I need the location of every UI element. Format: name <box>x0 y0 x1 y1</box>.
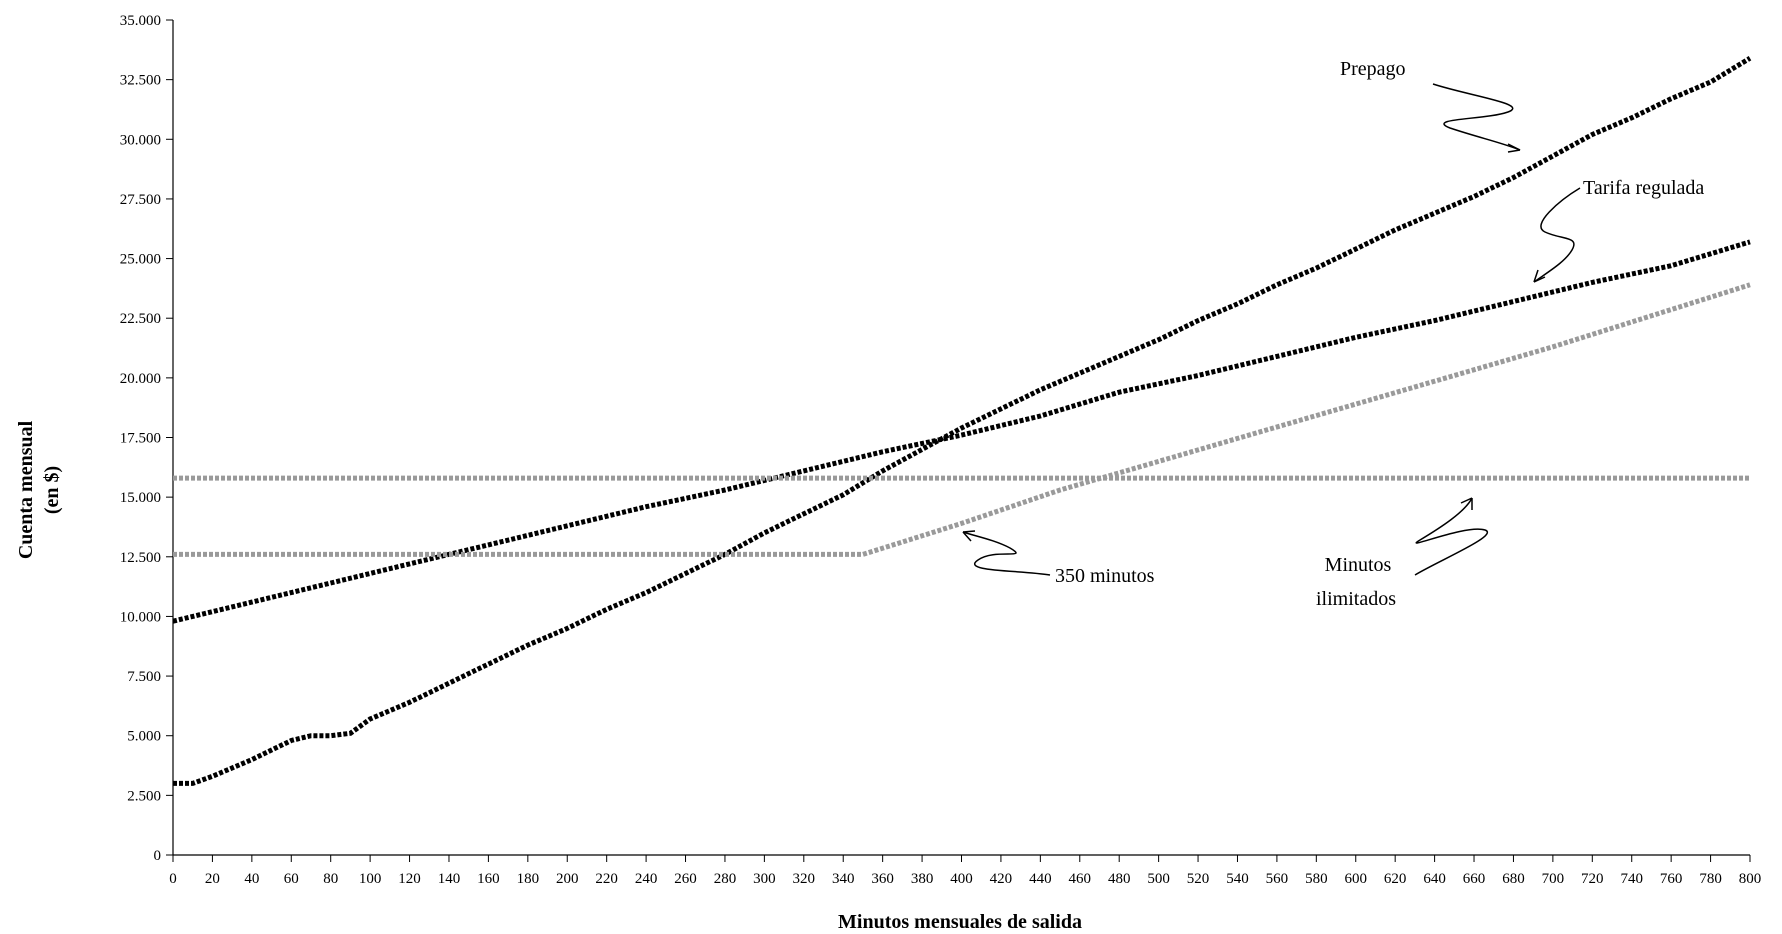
annotation-tarifa-arrow <box>1533 187 1581 283</box>
x-tick-label: 400 <box>950 871 973 887</box>
y-tick-label: 35.000 <box>120 13 161 29</box>
x-tick-label: 640 <box>1423 871 1446 887</box>
y-axis-title-group: Cuenta mensual (en $) <box>15 420 63 559</box>
x-tick-label: 780 <box>1699 871 1722 887</box>
x-tick-label: 360 <box>871 871 894 887</box>
x-tick-label: 760 <box>1660 871 1683 887</box>
annotation-ilimitados-line2: ilimitados <box>1316 588 1396 610</box>
y-tick-label: 30.000 <box>120 132 161 148</box>
x-tick-label: 380 <box>911 871 934 887</box>
x-tick-label: 100 <box>359 871 382 887</box>
x-tick-label: 260 <box>674 871 697 887</box>
x-tick-label: 700 <box>1542 871 1565 887</box>
annotation-prepago: Prepago <box>1340 58 1406 80</box>
y-tick-label: 0 <box>154 848 162 864</box>
chart-series <box>172 56 1752 786</box>
x-tick-label: 280 <box>714 871 737 887</box>
x-tick-label: 180 <box>517 871 540 887</box>
x-tick-label: 740 <box>1620 871 1643 887</box>
x-tick-label: 460 <box>1069 871 1092 887</box>
x-tick-label: 560 <box>1266 871 1289 887</box>
x-tick-label: 660 <box>1463 871 1486 887</box>
y-axis-title-line1: Cuenta mensual <box>15 420 37 559</box>
annotation-prepago-arrow <box>1432 83 1521 151</box>
chart-axes: 0 2.500 5.000 7.500 10.000 12.500 15.000 17.500… <box>120 13 1762 887</box>
x-tick-label: 140 <box>438 871 461 887</box>
annotation-ilimitados-arrow <box>1414 497 1489 576</box>
y-tick-label: 10.000 <box>120 609 161 625</box>
y-tick-label: 12.500 <box>120 550 161 566</box>
annotation-350-arrow <box>962 531 1051 576</box>
x-tick-label: 240 <box>635 871 658 887</box>
x-tick-label: 800 <box>1739 871 1762 887</box>
x-tick-label: 120 <box>398 871 421 887</box>
series-line-prepago <box>173 56 1752 786</box>
series-line-tarifa-regulada <box>172 239 1751 624</box>
x-tick-label: 40 <box>244 871 259 887</box>
y-tick-label: 20.000 <box>120 371 161 387</box>
x-tick-label: 80 <box>323 871 338 887</box>
x-tick-label: 300 <box>753 871 776 887</box>
annotation-tarifa-regulada: Tarifa regulada <box>1583 177 1704 199</box>
y-tick-label: 15.000 <box>120 490 161 506</box>
annotation-ilimitados-line1: Minutos <box>1325 554 1392 576</box>
x-tick-label: 580 <box>1305 871 1328 887</box>
annotation-ilimitados-arrowhead <box>1460 497 1473 510</box>
x-tick-label: 540 <box>1226 871 1249 887</box>
y-tick-label: 5.000 <box>127 729 161 745</box>
x-tick-label: 440 <box>1029 871 1052 887</box>
x-tick-label: 500 <box>1147 871 1170 887</box>
y-tick-label: 22.500 <box>120 311 161 327</box>
x-tick-label: 480 <box>1108 871 1131 887</box>
x-tick-label: 620 <box>1384 871 1407 887</box>
x-tick-label: 420 <box>990 871 1013 887</box>
x-tick-label: 720 <box>1581 871 1604 887</box>
x-tick-label: 0 <box>169 871 177 887</box>
annotation-350-minutos: 350 minutos <box>1055 565 1155 587</box>
y-tick-label: 32.500 <box>120 73 161 89</box>
x-tick-label: 600 <box>1345 871 1368 887</box>
x-tick-label: 680 <box>1502 871 1525 887</box>
y-tick-label: 7.500 <box>127 669 161 685</box>
y-tick-label: 2.500 <box>127 788 161 804</box>
y-axis-title-line2: (en $) <box>41 466 63 514</box>
x-axis-title: Minutos mensuales de salida <box>838 911 1082 933</box>
annotation-350-arrowhead <box>962 530 976 542</box>
y-tick-label: 17.500 <box>120 431 161 447</box>
x-tick-label: 220 <box>595 871 618 887</box>
series-line-350-minutos <box>173 282 1751 557</box>
x-tick-label: 520 <box>1187 871 1210 887</box>
y-tick-label: 25.000 <box>120 252 161 268</box>
x-tick-label: 320 <box>793 871 816 887</box>
annotation-tarifa-arrowhead <box>1533 269 1546 283</box>
annotation-prepago-arrowhead <box>1507 143 1521 153</box>
x-tick-label: 340 <box>832 871 855 887</box>
y-tick-label: 27.500 <box>120 192 161 208</box>
x-tick-label: 200 <box>556 871 579 887</box>
x-tick-label: 160 <box>477 871 500 887</box>
x-tick-label: 60 <box>284 871 299 887</box>
x-tick-label: 20 <box>205 871 220 887</box>
